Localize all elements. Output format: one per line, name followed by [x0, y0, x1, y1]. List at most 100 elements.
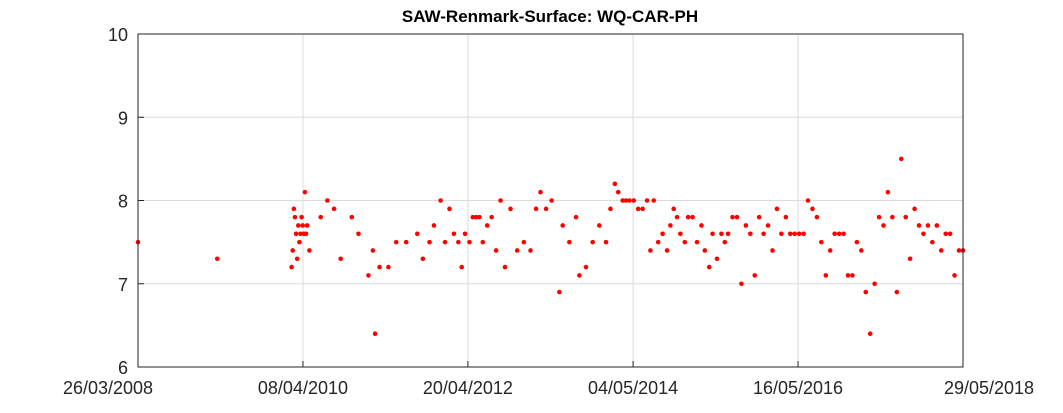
- data-point: [912, 206, 917, 212]
- data-point: [477, 214, 482, 220]
- data-point: [894, 289, 900, 295]
- data-point: [714, 256, 720, 262]
- data-point: [293, 231, 299, 237]
- data-point: [655, 239, 661, 245]
- data-point: [898, 156, 904, 162]
- data-point: [690, 214, 695, 220]
- data-point: [557, 289, 562, 295]
- data-point: [819, 239, 824, 245]
- chart-title: SAW-Renmark-Surface: WQ-CAR-PH: [402, 7, 698, 26]
- data-point: [484, 223, 490, 228]
- data-point: [664, 248, 670, 253]
- data-point: [294, 256, 300, 262]
- data-point: [289, 264, 294, 270]
- data-point: [885, 189, 891, 195]
- data-point: [356, 231, 361, 237]
- data-point: [414, 231, 420, 237]
- data-point: [752, 273, 758, 278]
- data-point: [338, 256, 343, 262]
- data-point: [291, 206, 297, 212]
- data-point: [685, 214, 691, 220]
- data-point: [543, 206, 549, 212]
- data-point: [674, 214, 680, 220]
- data-point: [573, 214, 579, 220]
- data-point: [214, 256, 220, 262]
- data-point: [560, 223, 566, 228]
- data-point: [810, 206, 815, 212]
- data-point: [863, 289, 869, 295]
- y-tick-label: 6: [118, 358, 128, 378]
- data-point: [377, 264, 382, 270]
- data-point: [699, 223, 704, 228]
- y-tick-label: 9: [118, 108, 128, 128]
- data-point: [538, 189, 543, 195]
- data-point: [719, 231, 724, 237]
- data-point: [438, 198, 443, 203]
- data-point: [956, 248, 962, 253]
- data-points: [135, 156, 966, 337]
- y-tick-label: 8: [118, 192, 128, 212]
- data-point: [836, 231, 842, 237]
- data-point: [739, 281, 744, 287]
- data-point: [603, 239, 609, 245]
- data-point: [850, 273, 855, 278]
- data-point: [442, 239, 448, 245]
- data-point: [748, 231, 753, 237]
- data-point: [623, 198, 629, 203]
- data-point: [671, 206, 677, 212]
- x-tick-label: 04/05/2014: [588, 378, 678, 398]
- data-point: [867, 331, 873, 337]
- data-point: [370, 248, 376, 253]
- data-point: [801, 231, 806, 237]
- data-point: [702, 248, 708, 253]
- data-point: [934, 223, 940, 228]
- data-point: [459, 264, 464, 270]
- data-point: [668, 223, 673, 228]
- data-point: [521, 239, 527, 245]
- data-point: [303, 231, 309, 237]
- data-point: [508, 206, 513, 212]
- data-point: [372, 331, 378, 337]
- data-point: [907, 256, 913, 262]
- data-point: [872, 281, 877, 287]
- data-point: [640, 206, 645, 212]
- data-point: [841, 231, 846, 237]
- data-point: [743, 223, 749, 228]
- data-point: [366, 273, 371, 278]
- data-point: [297, 239, 302, 245]
- data-point: [462, 231, 468, 237]
- data-point: [427, 239, 432, 245]
- data-point: [349, 214, 355, 220]
- y-tick-label: 7: [118, 275, 128, 295]
- data-point: [722, 239, 728, 245]
- x-tick-label: 26/03/2008: [63, 378, 153, 398]
- data-point: [295, 223, 301, 228]
- data-point: [792, 231, 798, 237]
- data-point: [903, 214, 909, 220]
- data-point: [549, 198, 554, 203]
- data-point: [583, 264, 589, 270]
- data-point: [734, 214, 740, 220]
- data-point: [631, 198, 637, 203]
- data-point: [489, 214, 494, 220]
- x-tick-label: 20/04/2012: [423, 378, 513, 398]
- data-point: [921, 231, 926, 237]
- data-point: [770, 248, 775, 253]
- data-point: [783, 214, 789, 220]
- data-point: [881, 223, 886, 228]
- data-point: [502, 264, 508, 270]
- data-point: [648, 248, 653, 253]
- data-point: [947, 231, 953, 237]
- data-point: [859, 248, 864, 253]
- data-point: [756, 214, 762, 220]
- data-point: [300, 223, 306, 228]
- data-point: [823, 273, 829, 278]
- data-point: [403, 239, 409, 245]
- x-tick-label: 16/05/2016: [753, 378, 843, 398]
- data-point: [779, 231, 784, 237]
- data-point: [292, 214, 298, 220]
- data-point: [299, 214, 304, 220]
- data-point: [456, 239, 461, 245]
- data-point: [597, 223, 602, 228]
- data-point: [876, 214, 882, 220]
